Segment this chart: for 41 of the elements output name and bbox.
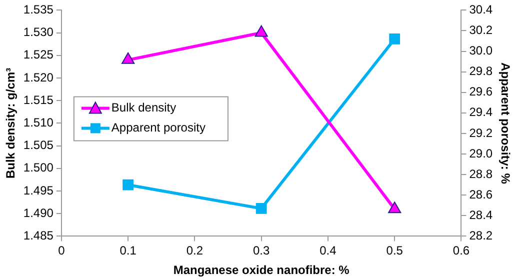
point	[388, 202, 402, 214]
y-tick-label: 1.495	[23, 183, 54, 198]
point	[256, 203, 267, 214]
point	[389, 34, 400, 44]
x-tick-label: 0.5	[386, 244, 404, 258]
y-tick-label: 1.515	[23, 92, 54, 107]
y-tick-label: 1.490	[23, 206, 54, 220]
point	[122, 52, 135, 64]
y2-tick-label: 28.4	[469, 208, 493, 222]
y2-tick-label: 29.2	[469, 126, 493, 140]
x-axis-title: Manganese oxide nanofibre: %	[173, 263, 350, 278]
y-axis-title: Bulk density: g/cm³	[4, 68, 18, 179]
x-tick-label: 0.1	[120, 244, 137, 258]
y2-tick-label: 29.6	[469, 84, 493, 99]
y2-tick-label: 28.6	[469, 187, 493, 202]
y2-tick-label: 30.2	[469, 23, 493, 38]
y2-tick-label: 29.0	[469, 146, 493, 160]
y-tick-label: 1.485	[23, 228, 54, 243]
x-tick-label: 0.4	[320, 244, 337, 258]
y-tick-label: 1.500	[23, 160, 54, 175]
y2-tick-label: 30.0	[469, 44, 493, 58]
x-tick-label: 0	[58, 244, 66, 258]
y2-tick-label: 28.2	[469, 228, 493, 243]
point	[122, 179, 134, 190]
legend-label: Apparent porosity	[111, 120, 206, 135]
y2-tick-label: 29.8	[469, 64, 493, 78]
y-tick-label: 1.535	[23, 2, 54, 17]
x-tick-label: 0.2	[186, 244, 204, 258]
x-tick-label: 0.3	[252, 244, 270, 258]
y2-tick-label: 30.4	[469, 2, 493, 17]
y-tick-label: 1.510	[23, 116, 54, 130]
y-tick-label: 1.505	[23, 138, 54, 152]
y2-tick-label: 29.4	[469, 105, 493, 120]
y-tick-label: 1.530	[23, 25, 54, 40]
legend-label: Bulk density	[111, 100, 176, 115]
y2-axis-title: Apparent porosity: %	[498, 62, 512, 184]
x-tick-label: 0.6	[452, 244, 470, 258]
y2-tick-label: 28.8	[469, 166, 493, 181]
y-tick-label: 1.520	[23, 70, 54, 84]
point	[254, 25, 268, 37]
y-tick-label: 1.525	[23, 48, 54, 62]
